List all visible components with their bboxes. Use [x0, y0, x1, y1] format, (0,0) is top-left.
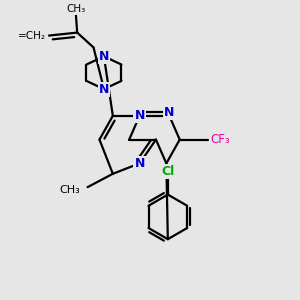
Text: N: N	[99, 82, 109, 96]
Text: N: N	[134, 109, 145, 122]
Text: N: N	[134, 157, 145, 170]
Text: =CH₂: =CH₂	[18, 31, 46, 40]
Text: N: N	[164, 106, 175, 119]
Text: CF₃: CF₃	[210, 133, 230, 146]
Text: Cl: Cl	[161, 165, 175, 178]
Text: N: N	[99, 50, 109, 63]
Text: CH₃: CH₃	[59, 185, 80, 195]
Text: CH₃: CH₃	[66, 4, 85, 14]
